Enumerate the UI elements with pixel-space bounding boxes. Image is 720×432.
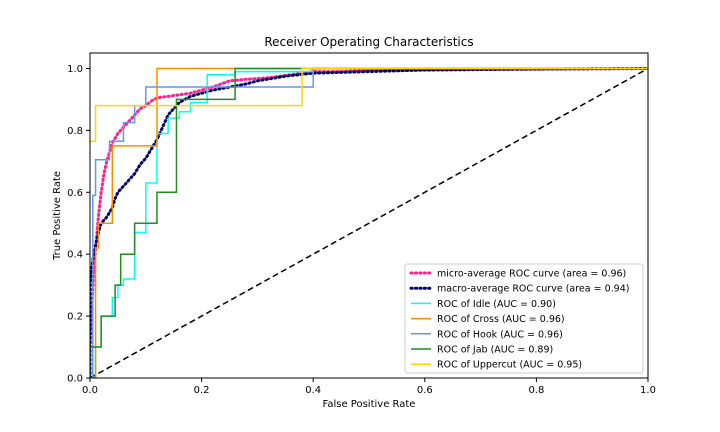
series-line-6 <box>90 67 648 142</box>
y-tick-label: 0.8 <box>67 126 83 137</box>
legend-entry-label: macro-average ROC curve (area = 0.94) <box>437 284 629 295</box>
y-tick-label: 0.2 <box>67 312 83 323</box>
legend-entry-label: ROC of Uppercut (AUC = 0.95) <box>437 360 582 371</box>
x-tick-label: 0.6 <box>417 385 433 396</box>
legend-box <box>404 263 644 374</box>
x-tick-label: 0.2 <box>194 385 210 396</box>
x-axis: 0.0 0.2 0.4 0.6 0.8 1.0 <box>82 378 656 396</box>
legend-entry-label: ROC of Hook (AUC = 0.96) <box>437 329 563 340</box>
legend-entry-label: micro-average ROC curve (area = 0.96) <box>437 269 626 280</box>
x-tick-label: 0.4 <box>305 385 321 396</box>
chart-title: Receiver Operating Characteristics <box>264 35 473 49</box>
legend-entry-label: ROC of Cross (AUC = 0.96) <box>437 314 565 325</box>
y-axis: 0.0 0.2 0.4 0.6 0.8 1.0 <box>67 64 90 385</box>
plot-frame <box>89 52 649 379</box>
series-line-3 <box>90 67 648 378</box>
chance-diagonal-line <box>90 67 648 378</box>
y-tick-label: 0.4 <box>67 250 83 261</box>
legend: micro-average ROC curve (area = 0.96) mac… <box>404 263 644 374</box>
x-tick-label: 0.0 <box>82 385 98 396</box>
legend-entry-label: ROC of Idle (AUC = 0.90) <box>437 299 556 310</box>
legend-entry-label: ROC of Jab (AUC = 0.89) <box>437 345 553 356</box>
y-tick-label: 1.0 <box>67 64 83 75</box>
x-tick-label: 0.8 <box>528 385 544 396</box>
y-axis-label: True Positive Rate <box>52 171 63 261</box>
series-line-5 <box>90 67 648 378</box>
x-tick-label: 1.0 <box>640 385 656 396</box>
y-tick-label: 0.6 <box>67 188 83 199</box>
x-axis-label: False Positive Rate <box>323 399 416 410</box>
series-layer <box>90 66 648 378</box>
y-tick-label: 0.0 <box>67 374 83 385</box>
series-line-4 <box>90 67 648 378</box>
